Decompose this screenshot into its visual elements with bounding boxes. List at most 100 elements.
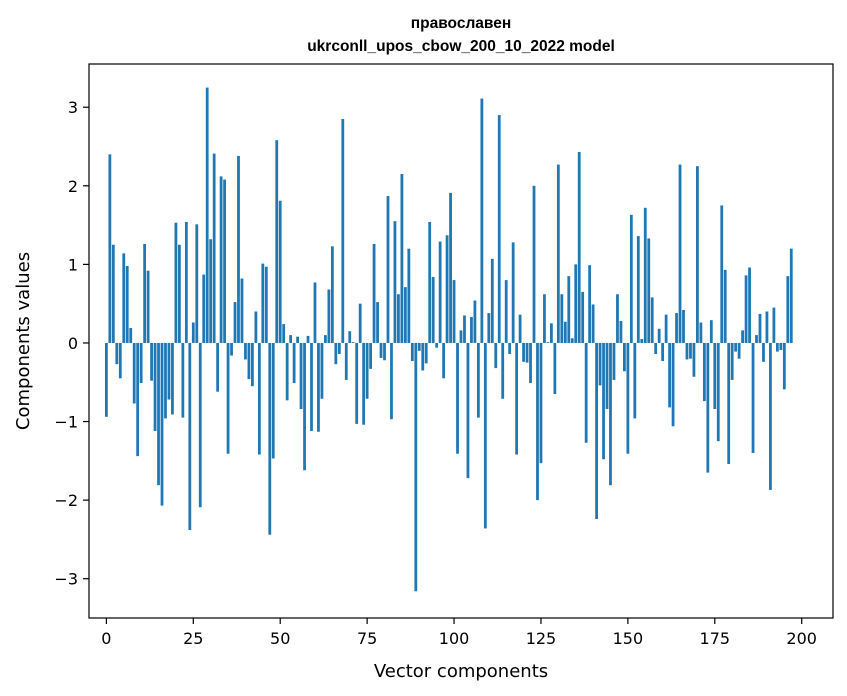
bar-80 xyxy=(383,342,386,361)
bar-89 xyxy=(414,342,418,592)
bar-189 xyxy=(762,342,765,362)
bar-52 xyxy=(285,342,289,401)
y-tick-label: 3 xyxy=(68,98,78,117)
bar-30 xyxy=(209,239,213,343)
bar-168 xyxy=(689,342,692,359)
bar-48 xyxy=(271,342,275,459)
bar-21 xyxy=(178,244,181,343)
bar-50 xyxy=(278,200,282,343)
bar-72 xyxy=(355,342,359,424)
bar-180 xyxy=(730,342,734,380)
x-tick-label: 175 xyxy=(700,629,731,648)
bar-144 xyxy=(605,342,609,409)
bar-158 xyxy=(654,342,658,354)
bar-109 xyxy=(483,342,487,529)
bar-163 xyxy=(671,342,675,427)
bar-178 xyxy=(723,269,727,343)
bar-143 xyxy=(602,342,605,460)
bar-123 xyxy=(532,185,536,343)
bar-153 xyxy=(636,236,640,343)
bar-65 xyxy=(330,246,334,343)
bar-62 xyxy=(320,342,324,399)
bar-182 xyxy=(737,342,741,359)
bar-24 xyxy=(188,342,192,530)
bar-58 xyxy=(306,335,310,343)
bar-117 xyxy=(511,242,515,343)
bar-197 xyxy=(789,248,793,343)
bar-55 xyxy=(296,336,299,343)
bar-172 xyxy=(702,342,706,402)
bar-156 xyxy=(647,238,651,343)
bar-44 xyxy=(257,342,261,455)
bar-6 xyxy=(125,265,129,343)
bar-4 xyxy=(118,342,122,379)
bar-53 xyxy=(289,335,293,343)
bar-103 xyxy=(463,315,466,343)
x-tick-label: 75 xyxy=(357,629,377,648)
bar-185 xyxy=(748,267,751,343)
bar-57 xyxy=(303,342,306,471)
bar-164 xyxy=(675,313,678,343)
bar-14 xyxy=(153,342,157,431)
bar-60 xyxy=(313,282,317,343)
bar-166 xyxy=(682,309,685,343)
bar-120 xyxy=(522,342,525,362)
bar-86 xyxy=(403,287,407,343)
bar-152 xyxy=(633,342,637,419)
bar-127 xyxy=(546,342,550,343)
bar-193 xyxy=(775,342,779,352)
bar-162 xyxy=(668,342,671,408)
bar-179 xyxy=(727,342,731,464)
y-axis-ticks: −3 −2 −1 0 1 2 3 xyxy=(54,98,89,589)
bar-133 xyxy=(567,276,571,343)
bar-145 xyxy=(609,342,612,486)
bar-23 xyxy=(184,221,188,343)
bar-119 xyxy=(518,314,522,343)
bar-77 xyxy=(372,243,376,343)
bar-146 xyxy=(612,342,616,380)
bar-95 xyxy=(435,342,439,348)
bar-15 xyxy=(157,342,160,486)
bar-61 xyxy=(317,342,320,432)
y-tick-label: 1 xyxy=(68,255,78,274)
bar-99 xyxy=(449,192,452,343)
y-tick-label: 2 xyxy=(68,177,78,196)
bar-160 xyxy=(661,342,665,362)
bar-124 xyxy=(536,342,539,501)
bar-40 xyxy=(244,342,247,360)
bar-129 xyxy=(553,342,557,395)
bar-104 xyxy=(466,342,470,479)
bar-42 xyxy=(251,342,254,387)
bar-159 xyxy=(657,328,661,343)
bar-171 xyxy=(699,322,703,343)
x-tick-label: 200 xyxy=(786,629,817,648)
bar-111 xyxy=(490,258,494,343)
bar-116 xyxy=(508,342,512,354)
bar-175 xyxy=(713,342,717,409)
bar-37 xyxy=(233,302,237,343)
bar-18 xyxy=(167,342,171,400)
y-tick-label: −2 xyxy=(54,491,78,510)
bar-26 xyxy=(195,224,199,343)
bar-106 xyxy=(473,300,477,343)
x-tick-label: 25 xyxy=(183,629,203,648)
bar-71 xyxy=(351,342,355,343)
bar-94 xyxy=(431,276,435,343)
bar-139 xyxy=(588,265,592,343)
bar-33 xyxy=(219,176,223,343)
chart-title: православен xyxy=(411,15,511,32)
bar-174 xyxy=(709,320,713,343)
bar-113 xyxy=(497,115,501,343)
bar-39 xyxy=(240,278,244,343)
bar-147 xyxy=(616,294,619,343)
bar-59 xyxy=(310,342,313,431)
x-axis-ticks: 0 25 50 75 100 125 150 175 200 xyxy=(101,618,817,648)
bar-96 xyxy=(438,241,442,343)
bar-63 xyxy=(324,335,327,343)
bar-8 xyxy=(132,342,136,404)
bar-125 xyxy=(539,342,543,464)
bar-19 xyxy=(171,342,174,415)
bars-group xyxy=(104,87,793,592)
bar-79 xyxy=(379,342,383,358)
